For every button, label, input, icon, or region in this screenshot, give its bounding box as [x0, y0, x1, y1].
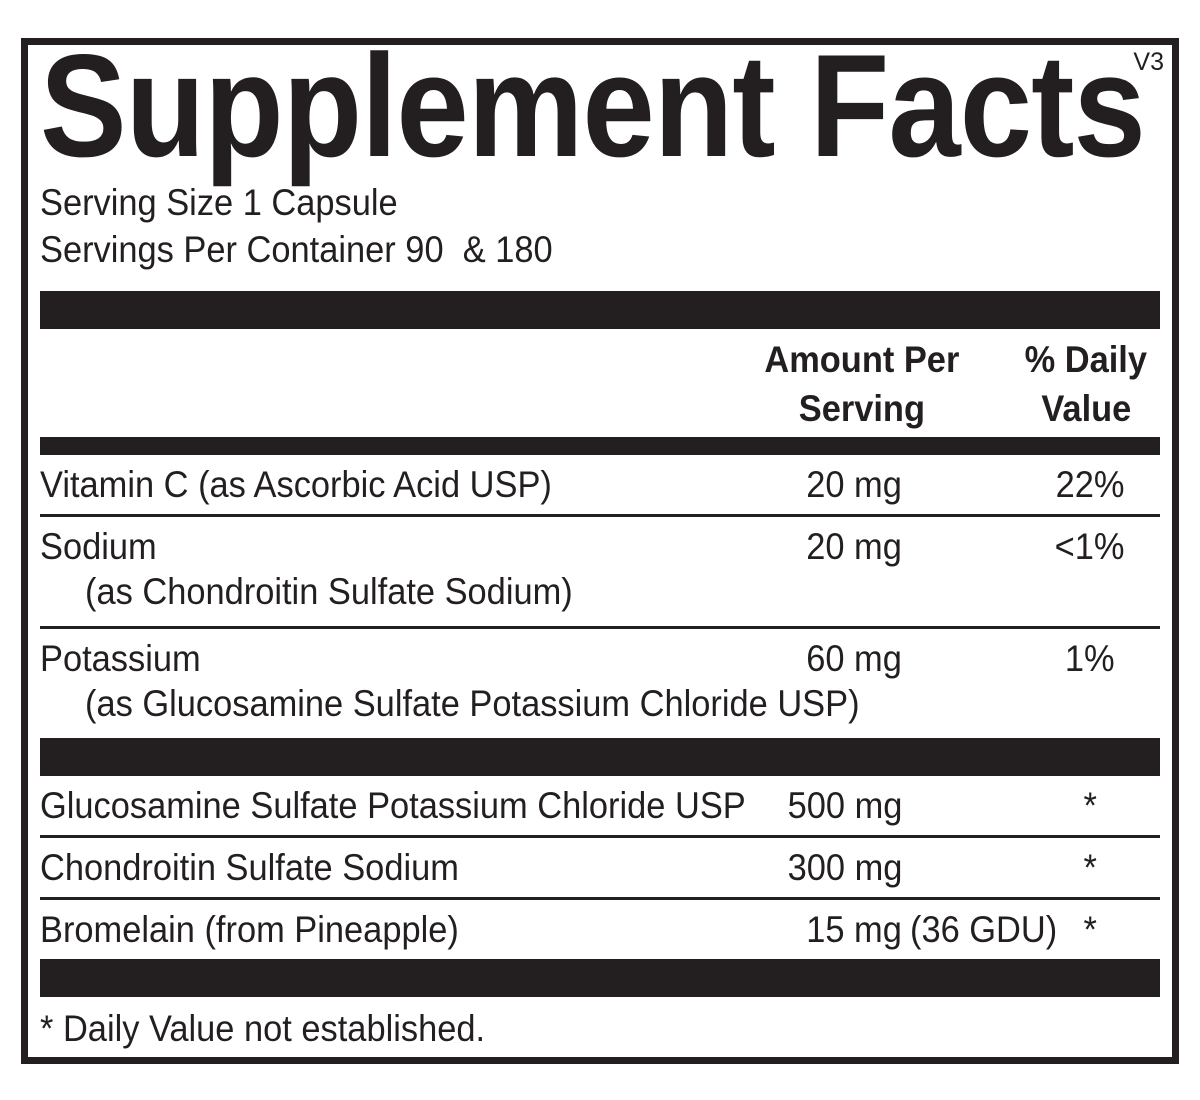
nutrient-name: Vitamin C (as Ascorbic Acid USP) [40, 465, 712, 505]
serving-size-text: Serving Size 1 Capsule [40, 182, 398, 223]
servings-per-container-text: Servings Per Container 90 & 180 [40, 229, 553, 270]
nutrient-daily-value: <1% [1055, 526, 1125, 567]
nutrient-name: Sodium (as Chondroitin Sulfate Sodium) [40, 527, 712, 617]
panel-title: Supplement Facts [40, 38, 1146, 187]
ingredient-amount: 300 mg [787, 847, 902, 888]
separator-bar-bottom [40, 959, 1160, 997]
nutrient-source-text: (as Chondroitin Sulfate Sodium) [85, 571, 573, 612]
ingredient-name-text: Bromelain (from Pineapple) [40, 909, 459, 950]
amount-header-line2: Serving [798, 388, 926, 429]
ingredient-daily-value: * [1083, 909, 1097, 950]
ingredient-name: Bromelain (from Pineapple) [40, 910, 712, 950]
ingredient-amount-suffix: (36 GDU) [910, 909, 1058, 950]
nutrient-row-vitamin-c: Vitamin C (as Ascorbic Acid USP) 20 mg 2… [40, 455, 1160, 517]
footnote-text: * Daily Value not established. [40, 1008, 486, 1049]
ingredient-name-text: Glucosamine Sulfate Potassium Chloride U… [40, 785, 746, 826]
ingredient-row-chondroitin: Chondroitin Sulfate Sodium 300 mg * [40, 838, 1160, 900]
column-header-amount-per-serving: Amount Per Serving [712, 335, 1012, 433]
nutrient-name: Potassium (as Glucosamine Sulfate Potass… [40, 638, 860, 729]
ingredient-name-text: Chondroitin Sulfate Sodium [40, 847, 459, 888]
version-tag: V3 [1133, 48, 1164, 76]
nutrient-name-text: Sodium [40, 526, 157, 567]
nutrient-daily-value: 1% [1065, 638, 1115, 679]
servings-per-container-line: Servings Per Container 90 & 180 [40, 226, 1160, 273]
column-header-percent-daily-value: % Daily Value [1012, 335, 1160, 433]
supplement-facts-panel: V3 Supplement Facts Serving Size 1 Capsu… [21, 38, 1179, 1064]
separator-bar-top [40, 291, 1160, 329]
column-headers-row: Amount Per Serving % Daily Value [40, 335, 1160, 433]
nutrient-row-potassium: Potassium (as Glucosamine Sulfate Potass… [40, 629, 1160, 738]
nutrient-amount: 20 mg [806, 526, 902, 567]
nutrient-name-text: Potassium [40, 638, 201, 679]
ingredient-daily-value: * [1083, 785, 1097, 826]
ingredient-amount: 500 mg [787, 785, 902, 826]
footnote-line: * Daily Value not established. [40, 997, 1160, 1049]
nutrient-amount: 20 mg [806, 464, 902, 505]
nutrient-name-text: Vitamin C (as Ascorbic Acid USP) [40, 464, 552, 505]
separator-bar-header [40, 437, 1160, 455]
ingredient-amount: 15 mg [806, 909, 902, 950]
ingredient-daily-value: * [1083, 847, 1097, 888]
dv-header-line1: % Daily [1024, 339, 1148, 380]
nutrient-source-text: (as Glucosamine Sulfate Potassium Chlori… [85, 683, 860, 724]
separator-bar-middle [40, 738, 1160, 776]
nutrient-row-sodium: Sodium (as Chondroitin Sulfate Sodium) 2… [40, 517, 1160, 629]
column-headers-spacer [40, 335, 712, 433]
ingredient-row-bromelain: Bromelain (from Pineapple) 15 mg (36 GDU… [40, 900, 1160, 959]
nutrient-daily-value: 22% [1055, 464, 1125, 505]
serving-size-line: Serving Size 1 Capsule [40, 179, 1160, 226]
ingredient-name: Glucosamine Sulfate Potassium Chloride U… [40, 786, 746, 826]
nutrient-amount: 60 mg [806, 638, 902, 679]
ingredient-row-glucosamine: Glucosamine Sulfate Potassium Chloride U… [40, 776, 1160, 838]
dv-header-line2: Value [1041, 388, 1131, 429]
amount-header-line1: Amount Per [764, 339, 960, 380]
ingredient-name: Chondroitin Sulfate Sodium [40, 848, 712, 888]
